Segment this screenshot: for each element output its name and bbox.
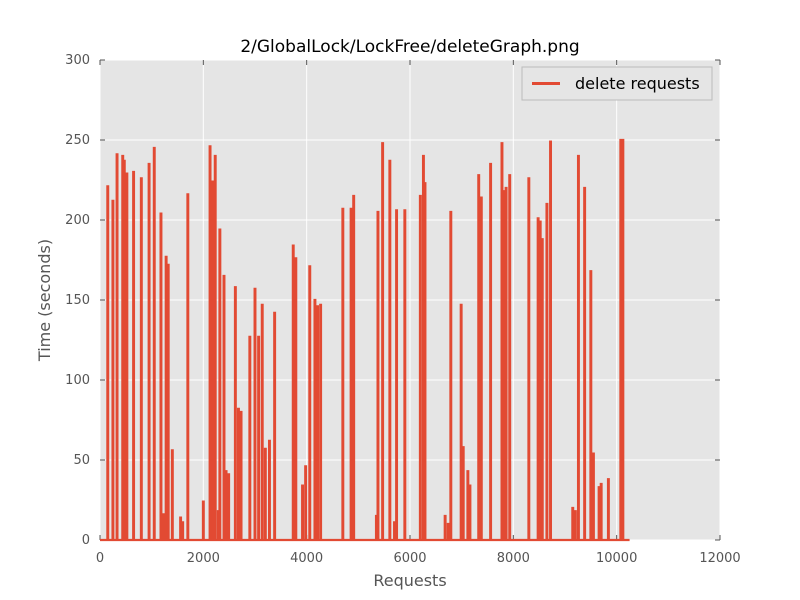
axis-ticks: 0 2000 4000 6000 8000 10000 12000 0 50 100 150 200 2… — [65, 53, 741, 566]
x-tick-label: 10000 — [596, 551, 637, 566]
y-tick-label: 150 — [65, 293, 90, 308]
x-tick-label: 12000 — [699, 551, 740, 566]
x-axis-label: Requests — [373, 571, 446, 590]
y-tick-label: 300 — [65, 53, 90, 68]
x-tick-label: 4000 — [290, 551, 323, 566]
series-line-delete-requests — [100, 138, 630, 542]
legend: delete requests — [521, 66, 713, 101]
legend-label: delete requests — [575, 74, 700, 93]
y-tick-label: 250 — [65, 133, 90, 148]
y-tick-label: 0 — [82, 533, 90, 548]
x-tick-label: 6000 — [393, 551, 426, 566]
y-tick-label: 100 — [65, 373, 90, 388]
series-group — [100, 138, 630, 542]
y-tick-label: 50 — [73, 453, 90, 468]
y-axis-label: Time (seconds) — [35, 239, 54, 362]
y-tick-label: 200 — [65, 213, 90, 228]
x-tick-label: 2000 — [187, 551, 220, 566]
chart-title: 2/GlobalLock/LockFree/deleteGraph.png — [240, 37, 579, 57]
x-tick-label: 0 — [96, 551, 104, 566]
x-tick-label: 8000 — [497, 551, 530, 566]
